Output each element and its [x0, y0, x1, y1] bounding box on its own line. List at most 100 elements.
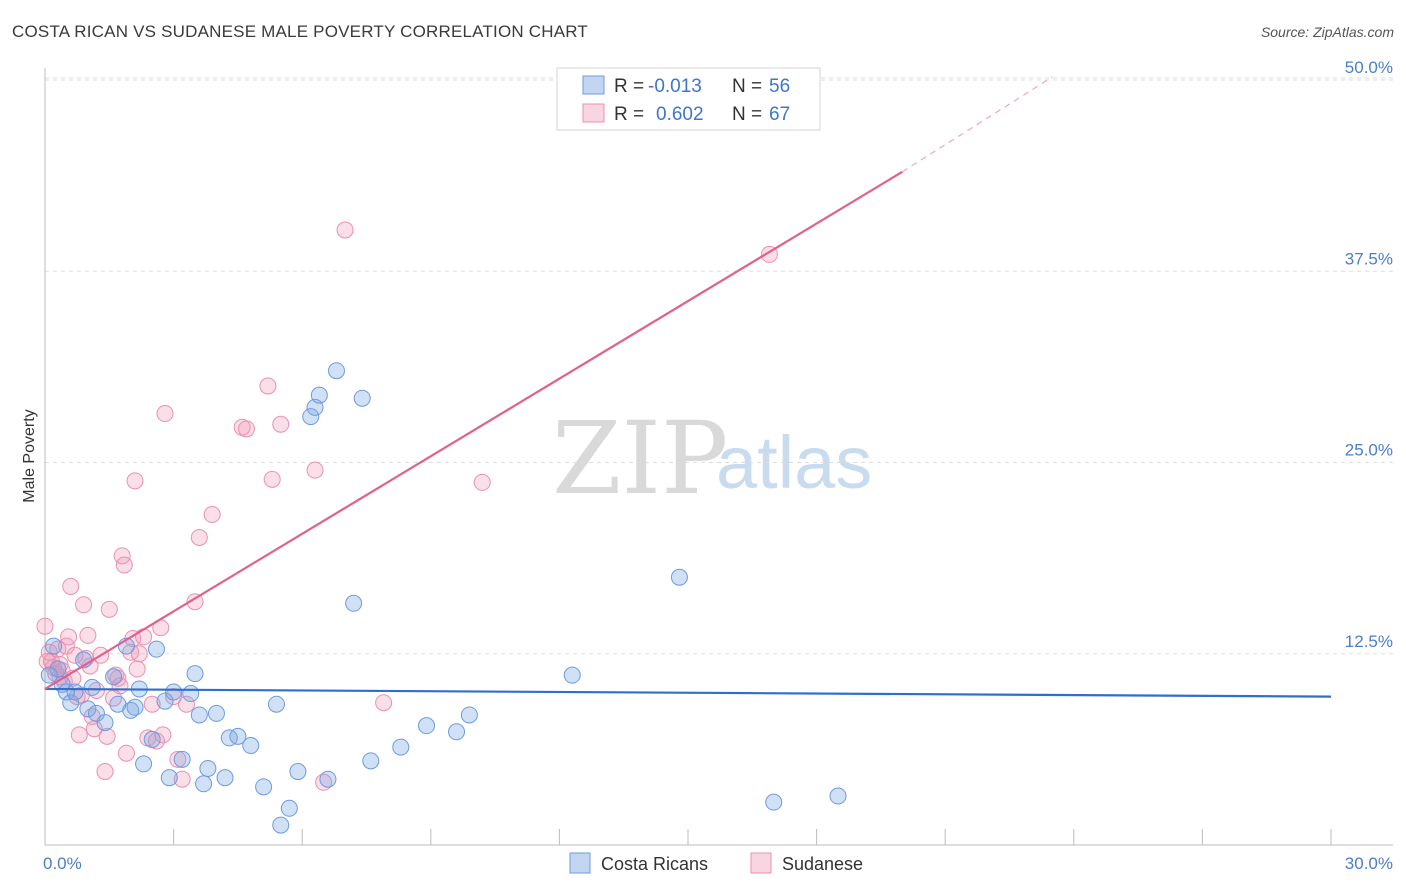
legend-n-value-sudanese: 67: [769, 104, 790, 125]
costa-ricans-point: [418, 717, 436, 735]
sudanese-point: [263, 470, 281, 488]
costa-ricans-point: [83, 678, 101, 696]
costa-ricans-point: [195, 775, 213, 793]
bottom-legend-label-costa-ricans[interactable]: Costa Ricans: [601, 854, 708, 874]
costa-ricans-point: [147, 640, 165, 658]
costa-ricans-point: [448, 723, 466, 741]
costa-ricans-point: [216, 769, 234, 787]
costa-ricans-point: [765, 793, 783, 811]
sudanese-trend-line: [44, 170, 903, 690]
bottom-legend-swatch-sudanese[interactable]: [750, 852, 772, 874]
costa-ricans-point: [87, 704, 105, 722]
sudanese-point: [60, 628, 78, 646]
sudanese-point: [135, 628, 153, 646]
sudanese-point: [66, 646, 84, 664]
sudanese-point: [96, 763, 114, 781]
legend-r-label: R =: [614, 76, 644, 97]
costa-ricans-point: [563, 666, 581, 684]
costa-ricans-point: [280, 799, 298, 817]
sudanese-point: [169, 750, 187, 768]
series-costa-ricans-points: [40, 362, 847, 834]
costa-ricans-point: [319, 770, 337, 788]
sudanese-point: [75, 596, 93, 614]
costa-ricans-point: [353, 389, 371, 407]
costa-ricans-point: [62, 694, 80, 712]
x-tick-label: 30.0%: [1345, 854, 1393, 873]
costa-ricans-point: [207, 704, 225, 722]
sudanese-point: [336, 221, 354, 239]
costa-ricans-point: [670, 568, 688, 586]
y-tick-label: 37.5%: [1345, 249, 1393, 268]
trend-lines: [44, 76, 1332, 698]
y-tick-label: 12.5%: [1345, 632, 1393, 651]
costa-ricans-point: [165, 683, 183, 701]
costa-ricans-point: [362, 752, 380, 770]
legend-n-label: N =: [732, 76, 762, 97]
sudanese-point: [272, 415, 290, 433]
sudanese-point: [128, 660, 146, 678]
sudanese-point: [36, 617, 54, 635]
sudanese-point: [126, 472, 144, 490]
costa-ricans-point: [229, 727, 247, 745]
costa-ricans-point: [40, 666, 58, 684]
costa-ricans-point: [96, 714, 114, 732]
sudanese-point: [117, 744, 135, 762]
sudanese-point: [156, 405, 174, 423]
costa-ricans-point: [45, 637, 63, 655]
watermark: ZIP atlas: [552, 400, 872, 517]
legend-swatch-costa-ricans: [582, 75, 605, 95]
sudanese-point: [190, 528, 208, 546]
costa-ricans-point: [186, 665, 204, 683]
sudanese-trend-extension: [902, 76, 1053, 173]
costa-ricans-point: [345, 594, 363, 612]
x-tick-label: 0.0%: [43, 854, 82, 873]
sudanese-point: [154, 726, 172, 744]
sudanese-point: [203, 506, 221, 524]
costa-ricans-point: [267, 695, 285, 713]
sudanese-point: [186, 593, 204, 611]
sudanese-point: [122, 643, 140, 661]
y-axis-title: Male Poverty: [21, 409, 38, 502]
costa-ricans-point: [460, 706, 478, 724]
legend-r-value-sudanese: 0.602: [656, 104, 704, 125]
costa-ricans-point: [160, 769, 178, 787]
costa-ricans-point: [327, 362, 345, 380]
costa-ricans-point: [105, 668, 123, 686]
costa-ricans-point: [79, 700, 97, 718]
sudanese-point: [143, 695, 161, 713]
sudanese-point: [98, 727, 116, 745]
legend-r-label: R =: [614, 104, 644, 125]
sudanese-point: [375, 694, 393, 712]
costa-ricans-point: [190, 706, 208, 724]
costa-ricans-point: [272, 816, 290, 834]
costa-ricans-point: [143, 730, 161, 748]
costa-ricans-point: [173, 750, 191, 768]
legend-n-label: N =: [732, 104, 762, 125]
costa-ricans-point: [220, 729, 238, 747]
series-sudanese-points: [36, 221, 778, 791]
costa-ricans-point: [255, 778, 273, 796]
costa-ricans-point: [829, 787, 847, 805]
y-tick-label: 50.0%: [1345, 58, 1393, 77]
sudanese-point: [62, 577, 80, 595]
sudanese-point: [473, 473, 491, 491]
sudanese-point: [306, 461, 324, 479]
sudanese-point: [177, 695, 195, 713]
series-legend: Costa Ricans Sudanese: [569, 852, 863, 874]
sudanese-point: [130, 645, 148, 663]
costa-ricans-trend-line: [44, 687, 1332, 698]
costa-ricans-point: [392, 738, 410, 756]
costa-ricans-point: [242, 737, 260, 755]
sudanese-point: [173, 770, 191, 788]
costa-ricans-point: [126, 698, 144, 716]
sudanese-point: [100, 600, 118, 618]
correlation-legend: R = -0.013 N = 56 R = 0.602 N = 67: [556, 67, 821, 131]
costa-ricans-point: [135, 755, 153, 773]
sudanese-point: [165, 688, 183, 706]
bottom-legend-swatch-costa-ricans[interactable]: [569, 852, 591, 874]
source-credit: Source: ZipAtlas.com: [1260, 24, 1394, 40]
sudanese-point: [115, 556, 133, 574]
bottom-legend-label-sudanese[interactable]: Sudanese: [782, 854, 863, 874]
costa-ricans-point: [302, 408, 320, 426]
